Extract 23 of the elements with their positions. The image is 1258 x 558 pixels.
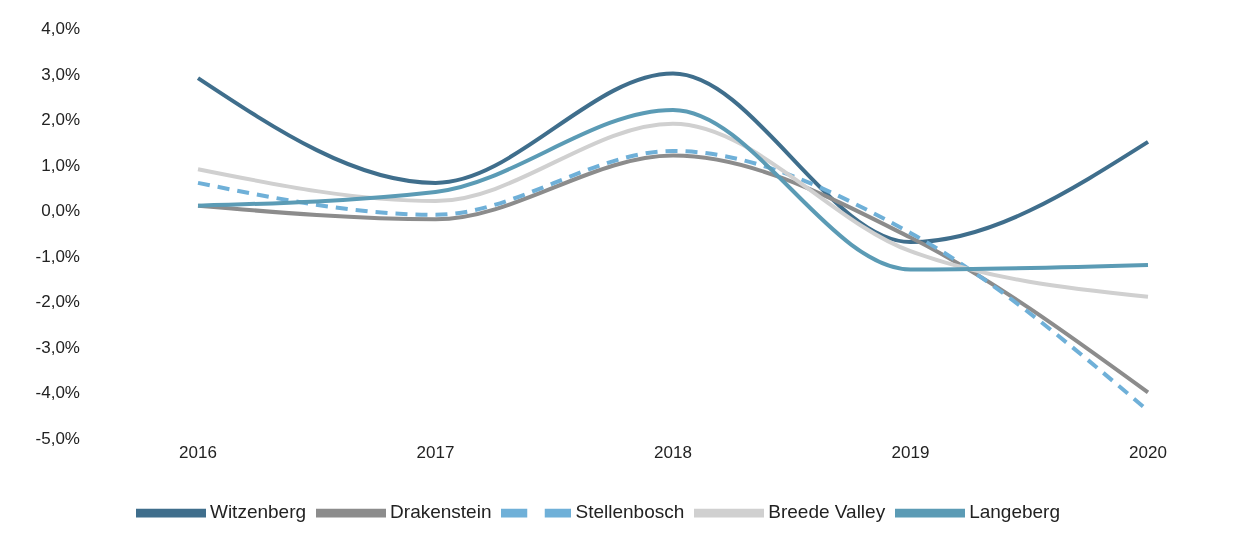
legend-label: Breede Valley — [768, 501, 886, 523]
legend-label: Stellenbosch — [575, 501, 685, 523]
x-tick-label: 2016 — [179, 443, 217, 463]
x-tick-label: 2020 — [1129, 443, 1167, 463]
y-tick-label: 0,0% — [41, 201, 80, 221]
x-tick-label: 2017 — [416, 443, 455, 463]
line-series — [196, 121, 1150, 299]
y-tick-label: -3,0% — [35, 337, 80, 357]
line-series — [196, 71, 1150, 245]
legend-label: Witzenberg — [209, 501, 307, 523]
x-tick-label: 2018 — [654, 443, 692, 463]
y-tick-label: 2,0% — [41, 110, 80, 130]
legend-label: Drakenstein — [390, 501, 492, 523]
y-tick-label: 1,0% — [41, 155, 80, 175]
y-tick-label: -1,0% — [35, 246, 80, 266]
y-tick-label: 3,0% — [41, 64, 80, 84]
x-tick-label: 2019 — [891, 443, 930, 463]
y-tick-label: 4,0% — [41, 19, 80, 39]
y-tick-label: -2,0% — [35, 292, 80, 312]
line-series — [196, 108, 1150, 272]
y-tick-label: -4,0% — [35, 383, 80, 403]
y-tick-label: -5,0% — [35, 429, 80, 449]
legend-label: Langeberg — [969, 501, 1061, 523]
